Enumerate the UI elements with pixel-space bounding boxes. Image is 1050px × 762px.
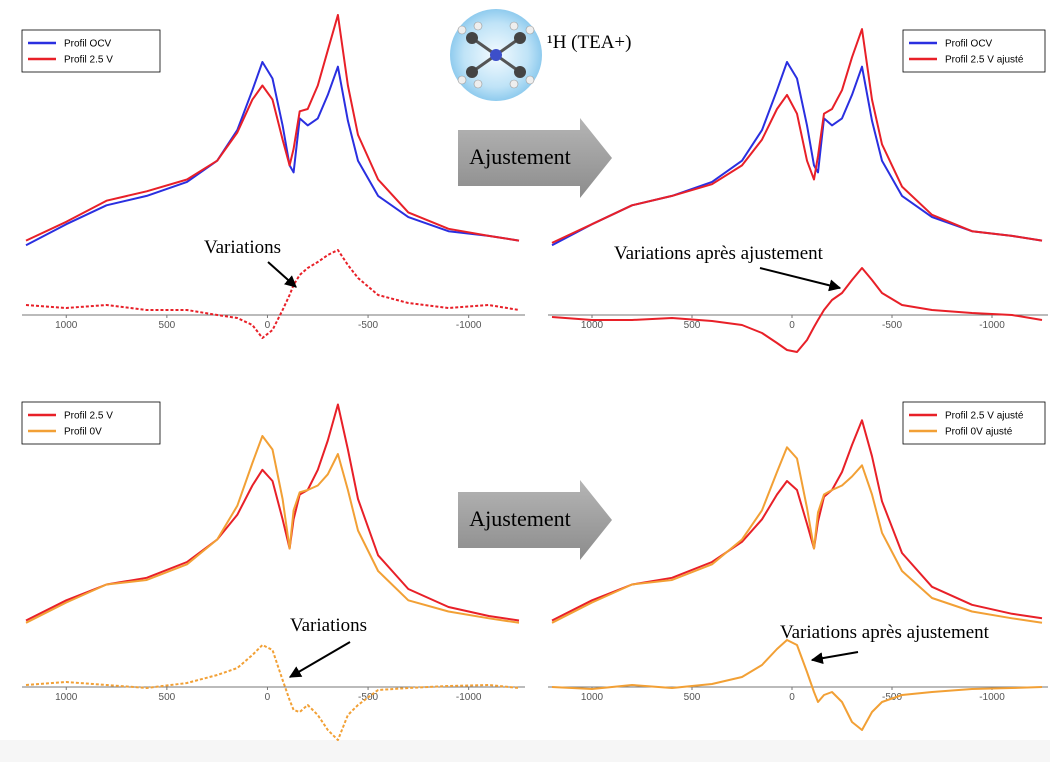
- x-tick-label: 500: [684, 692, 701, 703]
- annotation: Variations après ajustement: [780, 622, 990, 643]
- x-tick-label: -500: [358, 320, 378, 331]
- x-tick-label: 0: [789, 692, 795, 703]
- legend-label: Profil 0V ajusté: [945, 427, 1013, 438]
- spectrum-line: [25, 14, 520, 242]
- legend: Profil OCV Profil 2.5 V: [21, 29, 161, 73]
- x-tick-label: 0: [789, 320, 795, 331]
- x-tick-label: 500: [159, 320, 176, 331]
- legend-box: [21, 401, 161, 445]
- x-tick-label: 1000: [581, 320, 604, 331]
- spectrum-line: [551, 61, 1043, 247]
- adjust-arrow: Ajustement: [458, 480, 612, 560]
- annotation-arrow: [267, 261, 297, 288]
- adjust-arrow: Ajustement: [458, 118, 612, 198]
- panel: 1000 500 0 -500 -1000 Profil OCV Profil 2.5 V V…: [21, 14, 525, 339]
- annotation-arrow: [810, 651, 859, 665]
- spectrum-line: [551, 446, 1043, 624]
- difference-line: [25, 249, 520, 339]
- legend: Profil 2.5 V ajusté Profil 0V ajusté: [902, 401, 1046, 445]
- x-tick-label: -1000: [456, 320, 482, 331]
- x-tick-label: -1000: [979, 692, 1005, 703]
- spectrum-line: [25, 435, 520, 624]
- x-tick-label: 1000: [55, 692, 78, 703]
- difference-line: [25, 644, 520, 741]
- legend-label: Profil 2.5 V ajusté: [945, 411, 1024, 422]
- legend: Profil 2.5 V Profil 0V: [21, 401, 161, 445]
- molecule-label: ¹H (TEA+): [547, 32, 631, 53]
- x-tick-label: 0: [265, 320, 271, 331]
- annotation: Variations: [290, 615, 367, 636]
- x-tick-label: -1000: [456, 692, 482, 703]
- legend-label: Profil 2.5 V: [64, 55, 113, 66]
- legend-label: Profil 2.5 V: [64, 411, 113, 422]
- annotation: Variations: [204, 237, 281, 258]
- molecule: [450, 9, 542, 101]
- legend: Profil OCV Profil 2.5 V ajusté: [902, 29, 1046, 73]
- x-tick-label: -500: [882, 320, 902, 331]
- x-tick-label: 0: [265, 692, 271, 703]
- annotation-arrow: [288, 641, 351, 678]
- legend-box: [902, 401, 1046, 445]
- x-tick-label: 1000: [55, 320, 78, 331]
- x-tick-label: 500: [159, 692, 176, 703]
- adjust-label: Ajustement: [469, 506, 570, 531]
- footer-band: [0, 740, 1050, 762]
- spectrum-line: [25, 61, 520, 247]
- difference-line: [551, 639, 1043, 731]
- spectrum-line: [551, 28, 1043, 244]
- legend-box: [902, 29, 1046, 73]
- x-tick-label: -1000: [979, 320, 1005, 331]
- x-tick-label: 500: [684, 320, 701, 331]
- legend-label: Profil 2.5 V ajusté: [945, 55, 1024, 66]
- difference-line: [551, 267, 1043, 353]
- annotation: Variations après ajustement: [614, 243, 824, 264]
- x-tick-label: 1000: [581, 692, 604, 703]
- annotation-arrow: [759, 267, 842, 292]
- legend-label: Profil 0V: [64, 427, 102, 438]
- legend-label: Profil OCV: [945, 39, 993, 50]
- legend-box: [21, 29, 161, 73]
- panel: 1000 500 0 -500 -1000 Profil OCV Profil 2.5 V …: [548, 28, 1048, 353]
- adjust-label: Ajustement: [469, 144, 570, 169]
- legend-label: Profil OCV: [64, 39, 112, 50]
